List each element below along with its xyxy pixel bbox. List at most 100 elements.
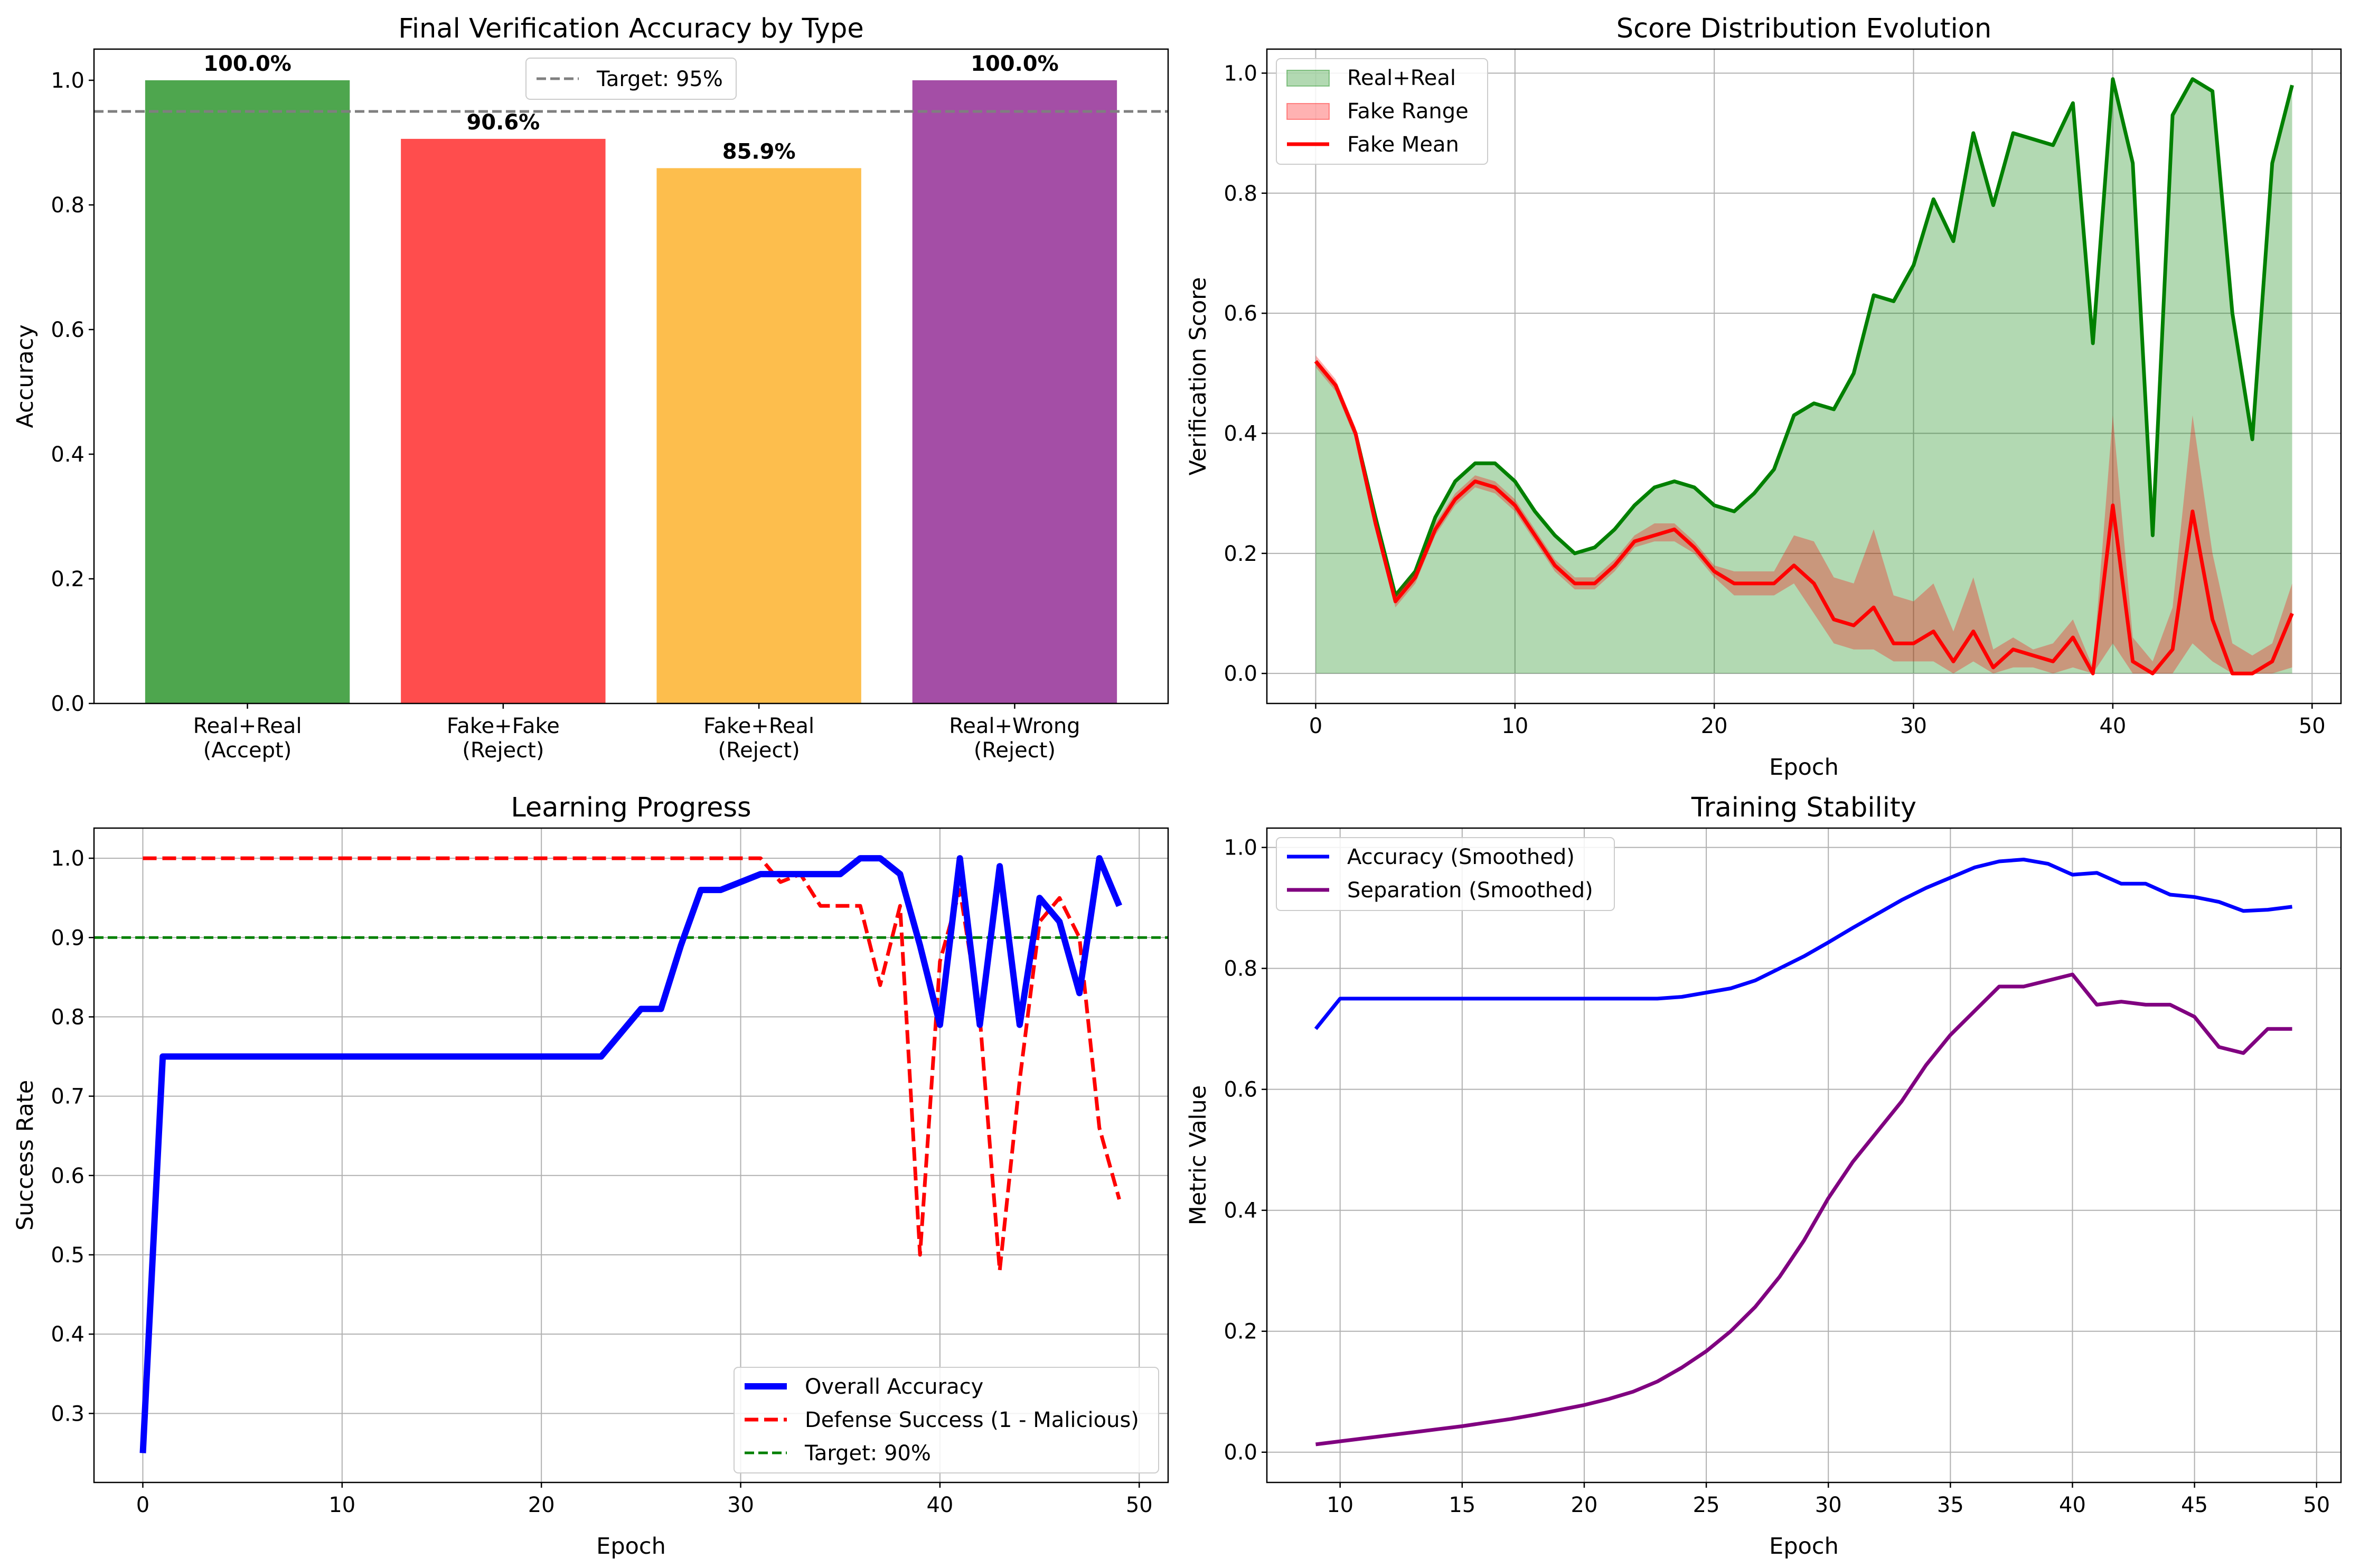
separation-smoothed-line bbox=[1315, 972, 2292, 1447]
real-real-line bbox=[1314, 77, 2294, 597]
legend-patch bbox=[1286, 103, 1330, 120]
y-tick-label: 0.4 bbox=[51, 443, 84, 467]
x-tick-label: 0 bbox=[136, 1493, 149, 1517]
y-tick-label: 0.7 bbox=[51, 1085, 84, 1109]
legend-label: Accuracy (Smoothed) bbox=[1347, 845, 1575, 869]
x-tick-label: 20 bbox=[528, 1493, 555, 1517]
plot-frame bbox=[93, 48, 1169, 705]
y-axis-label: Success Rate bbox=[12, 1080, 39, 1231]
legend-frame bbox=[1276, 58, 1488, 165]
bar bbox=[145, 80, 350, 703]
chart-training-stability: 10 15 20 25 30 35 40 45 50 0.0 0.2 0.4 0.6 0.8 1.0 Trai… bbox=[1185, 792, 2342, 1560]
legend-label-target: Target: 95% bbox=[596, 67, 723, 91]
y-tick-label: 0.4 bbox=[51, 1322, 84, 1347]
y-tick-label: 0.6 bbox=[51, 1164, 84, 1188]
legend-frame bbox=[734, 1367, 1159, 1473]
x-tick-label: Real+Wrong (Reject) bbox=[949, 714, 1080, 763]
legend-label: Fake Mean bbox=[1347, 133, 1459, 157]
x-tick-label: 50 bbox=[1126, 1493, 1153, 1517]
x-tick-label: 45 bbox=[2181, 1493, 2208, 1517]
x-tick-label: Real+Real (Accept) bbox=[193, 714, 302, 763]
chart-accuracy-by-type: 100.0% Real+Real (Accept) 90.6% Fake+Fake (Re… bbox=[12, 13, 1169, 763]
legend-label: Overall Accuracy bbox=[805, 1375, 983, 1399]
y-axis-label: Metric Value bbox=[1185, 1085, 1211, 1225]
bar bbox=[912, 80, 1117, 703]
bar-value-label: 100.0% bbox=[971, 52, 1059, 76]
y-tick-label: 0.6 bbox=[1224, 1078, 1257, 1102]
chart-learning-progress: 0 10 20 30 40 50 0.3 0.4 0.5 0.6 0.7 0.8 0.9 1.0 Learn… bbox=[12, 792, 1169, 1560]
chart-score-distribution: 0 10 20 30 40 50 0.0 0.2 0.4 0.6 0.8 1.0 Score Distr… bbox=[1185, 13, 2342, 781]
x-tick-label: 10 bbox=[328, 1493, 355, 1517]
y-tick-label: 0.0 bbox=[1224, 1441, 1257, 1465]
x-tick-label: 20 bbox=[1571, 1493, 1598, 1517]
plot-frame bbox=[93, 827, 1169, 1484]
x-tick-label: 25 bbox=[1693, 1493, 1720, 1517]
legend-label: Separation (Smoothed) bbox=[1347, 878, 1593, 903]
x-tick-label: 50 bbox=[2299, 714, 2326, 738]
legend-patch bbox=[1286, 70, 1330, 87]
y-tick-label: 0.8 bbox=[51, 193, 84, 218]
plot-frame bbox=[1266, 827, 2342, 1484]
y-axis-label: Verification Score bbox=[1185, 277, 1211, 476]
y-tick-label: 0.2 bbox=[51, 567, 84, 591]
fake-mean-line bbox=[1314, 360, 2294, 675]
x-axis-label: Epoch bbox=[1769, 1533, 1839, 1560]
legend-frame bbox=[1276, 837, 1615, 911]
y-tick-label: 0.5 bbox=[51, 1243, 84, 1267]
y-tick-label: 0.8 bbox=[1224, 957, 1257, 981]
accuracy-smoothed-line bbox=[1314, 858, 2292, 1030]
x-tick-label: 30 bbox=[727, 1493, 754, 1517]
bar bbox=[656, 168, 861, 703]
x-axis-label: Epoch bbox=[1769, 754, 1839, 781]
y-tick-label: 0.2 bbox=[1224, 542, 1257, 566]
x-tick-label: 10 bbox=[1501, 714, 1528, 738]
y-tick-label: 0.0 bbox=[1224, 662, 1257, 686]
y-tick-label: 0.2 bbox=[1224, 1320, 1257, 1344]
y-tick-label: 0.6 bbox=[1224, 302, 1257, 326]
legend-label: Real+Real bbox=[1347, 66, 1456, 90]
chart-title: Training Stability bbox=[1691, 792, 1916, 823]
fake-range-band bbox=[1315, 355, 2292, 674]
bar-value-label: 90.6% bbox=[466, 110, 540, 135]
x-tick-label: 40 bbox=[926, 1493, 953, 1517]
y-tick-label: 0.4 bbox=[1224, 421, 1257, 446]
chart-title: Score Distribution Evolution bbox=[1616, 13, 1992, 44]
y-tick-label: 0.6 bbox=[51, 318, 84, 342]
x-tick-label: 10 bbox=[1327, 1493, 1353, 1517]
y-tick-label: 1.0 bbox=[51, 69, 84, 93]
legend-label: Target: 90% bbox=[804, 1441, 931, 1466]
chart-title: Learning Progress bbox=[511, 792, 751, 823]
x-tick-label: Fake+Fake (Reject) bbox=[447, 714, 560, 763]
bar-value-label: 100.0% bbox=[203, 52, 292, 76]
y-axis-label: Accuracy bbox=[12, 324, 39, 428]
x-tick-label: Fake+Real (Reject) bbox=[703, 714, 814, 763]
y-tick-label: 0.8 bbox=[51, 1005, 84, 1029]
x-tick-label: 15 bbox=[1449, 1493, 1475, 1517]
chart-title: Final Verification Accuracy by Type bbox=[398, 13, 863, 44]
x-tick-label: 30 bbox=[1900, 714, 1927, 738]
x-tick-label: 30 bbox=[1815, 1493, 1842, 1517]
x-tick-label: 20 bbox=[1701, 714, 1728, 738]
x-tick-label: 40 bbox=[2099, 714, 2126, 738]
y-tick-label: 0.8 bbox=[1224, 182, 1257, 206]
real-real-area bbox=[1315, 79, 2292, 674]
x-tick-label: 0 bbox=[1309, 714, 1322, 738]
y-tick-label: 1.0 bbox=[1224, 836, 1257, 860]
y-tick-label: 0.9 bbox=[51, 926, 84, 950]
x-tick-label: 35 bbox=[1937, 1493, 1964, 1517]
legend-frame bbox=[525, 58, 737, 100]
x-tick-label: 40 bbox=[2059, 1493, 2086, 1517]
legend-label: Fake Range bbox=[1347, 99, 1469, 124]
y-tick-label: 1.0 bbox=[1224, 61, 1257, 86]
x-axis-label: Epoch bbox=[596, 1533, 666, 1560]
y-tick-label: 0.4 bbox=[1224, 1199, 1257, 1223]
bar bbox=[401, 138, 606, 703]
defense-success-line bbox=[143, 856, 1121, 1273]
x-tick-label: 50 bbox=[2303, 1493, 2330, 1517]
y-tick-label: 0.0 bbox=[51, 692, 84, 716]
overall-accuracy-line bbox=[139, 855, 1123, 1453]
plot-frame bbox=[1266, 48, 2342, 705]
bar-value-label: 85.9% bbox=[722, 139, 796, 164]
y-tick-label: 0.3 bbox=[51, 1402, 84, 1426]
